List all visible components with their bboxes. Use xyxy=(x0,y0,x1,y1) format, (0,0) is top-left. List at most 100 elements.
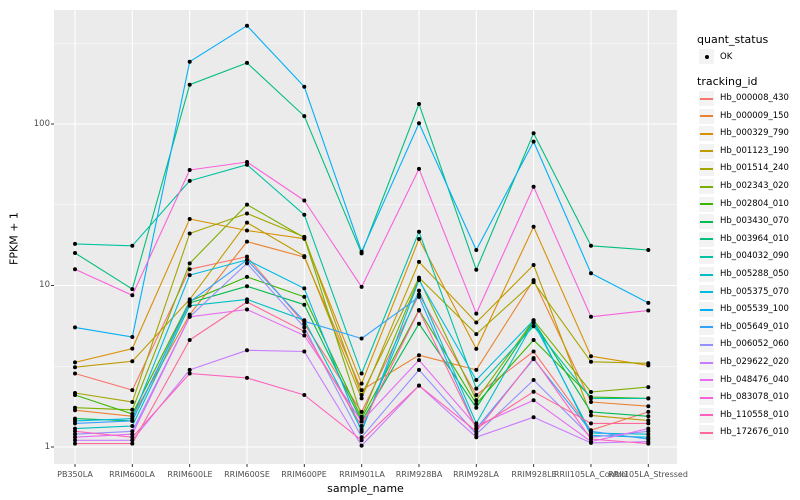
data-point xyxy=(130,359,135,364)
data-point xyxy=(245,60,249,65)
data-point xyxy=(187,178,192,183)
data-point xyxy=(245,202,249,207)
x-tick-label: RRIM600SE xyxy=(224,470,270,479)
x-tick-label: RRIM600PE xyxy=(281,470,327,479)
data-point xyxy=(646,409,651,414)
data-point xyxy=(474,432,479,437)
legend-key-icon xyxy=(699,319,714,335)
data-point xyxy=(245,375,249,380)
legend-key-icon xyxy=(699,126,714,142)
data-point xyxy=(187,261,192,266)
data-point xyxy=(531,338,536,342)
data-point xyxy=(531,318,536,323)
data-point xyxy=(302,333,307,338)
x-axis-title: sample_name xyxy=(327,482,404,495)
data-point xyxy=(646,421,651,426)
data-point xyxy=(474,248,479,252)
data-point xyxy=(359,388,364,393)
legend-key-line xyxy=(700,203,713,206)
legend-quant-status-title: quant_status xyxy=(697,33,769,46)
legend-key-line xyxy=(700,273,713,276)
data-point xyxy=(73,441,77,446)
data-point xyxy=(474,267,479,272)
data-point xyxy=(73,421,77,426)
x-tick-label: RRIM901LA xyxy=(339,470,385,479)
y-tick-label: 1 xyxy=(44,442,50,452)
legend-key-icon xyxy=(699,267,714,282)
legend-ok-label: OK xyxy=(720,52,733,62)
data-point xyxy=(245,160,249,164)
legend-item-label: Hb_002804_010 xyxy=(720,198,789,209)
legend-key-line xyxy=(700,115,713,118)
legend-key-icon xyxy=(699,214,714,230)
data-point xyxy=(589,359,593,364)
data-point xyxy=(187,273,192,278)
data-point xyxy=(73,365,77,370)
legend-key-icon xyxy=(699,284,714,300)
legend-item-label: Hb_005539_100 xyxy=(720,304,789,315)
data-point xyxy=(531,263,536,267)
data-point xyxy=(474,367,479,372)
data-point xyxy=(245,348,249,353)
data-point xyxy=(359,249,364,254)
legend-key-icon xyxy=(699,91,714,106)
data-point xyxy=(589,390,593,394)
data-point xyxy=(73,360,77,365)
data-point xyxy=(417,121,421,126)
legend-item-label: Hb_003430_070 xyxy=(720,216,789,227)
legend-key-line xyxy=(700,238,713,241)
data-point xyxy=(73,325,77,330)
legend-key-line xyxy=(700,308,713,311)
data-point xyxy=(589,271,593,276)
data-point xyxy=(417,308,421,313)
data-point xyxy=(187,231,192,236)
x-tick-label: RRIM928LE xyxy=(511,470,557,479)
legend-tracking-id-title: tracking_id xyxy=(697,75,758,88)
legend-key-line xyxy=(700,343,713,346)
data-point xyxy=(302,294,307,299)
data-point xyxy=(417,259,421,264)
x-tick-label: RRIM600LE xyxy=(167,470,213,479)
data-point xyxy=(646,404,651,409)
data-point xyxy=(130,435,135,440)
legend-key-line xyxy=(700,220,713,223)
data-point xyxy=(187,371,192,376)
data-point xyxy=(245,274,249,279)
data-point xyxy=(302,329,307,334)
data-point xyxy=(589,413,593,418)
data-point xyxy=(359,381,364,386)
data-point xyxy=(646,414,651,419)
data-point xyxy=(417,102,421,106)
x-tick-label: RRIM928LA xyxy=(453,470,499,479)
data-point xyxy=(417,278,421,283)
data-point xyxy=(359,424,364,428)
data-point xyxy=(474,346,479,351)
data-point xyxy=(531,280,536,285)
data-point xyxy=(130,400,135,404)
data-point xyxy=(130,432,135,437)
data-point xyxy=(187,217,192,221)
legend-item-label: Hb_000008_430 xyxy=(720,93,789,103)
data-point xyxy=(302,212,307,217)
legend-key-icon xyxy=(699,372,714,388)
data-point xyxy=(245,261,249,266)
legend-item-label: Hb_110558_010 xyxy=(720,409,789,420)
legend-item-label: Hb_048476_040 xyxy=(720,374,789,385)
data-point xyxy=(589,314,593,319)
x-tick-label: RRIM600LA xyxy=(109,470,155,479)
data-point xyxy=(73,393,77,397)
data-point xyxy=(531,378,536,382)
data-point xyxy=(646,396,651,401)
data-point xyxy=(359,419,364,424)
x-tick-label: RRIM928BA xyxy=(395,470,443,479)
data-point xyxy=(474,332,479,337)
data-point xyxy=(474,401,479,406)
data-point xyxy=(359,336,364,341)
legend-key-line xyxy=(700,379,713,382)
y-tick-label: 100 xyxy=(33,119,50,129)
legend-item-label: Hb_005288_050 xyxy=(720,269,789,279)
data-point xyxy=(187,82,192,87)
legend-key-line xyxy=(700,97,713,100)
data-point xyxy=(646,432,651,437)
legend-key-line xyxy=(700,255,713,258)
